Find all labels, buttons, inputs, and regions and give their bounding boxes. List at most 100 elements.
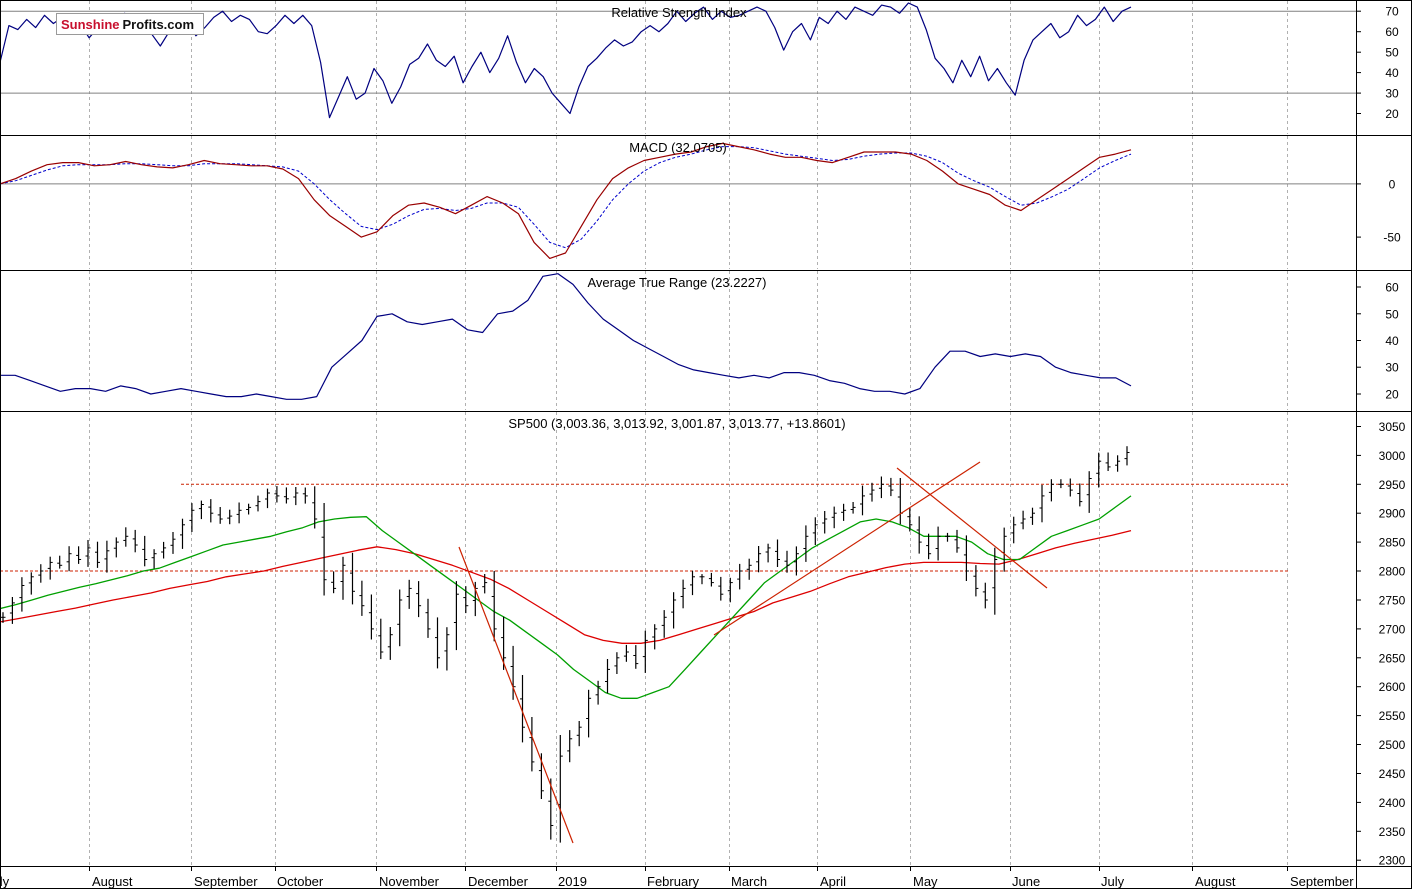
price-bar-5 [47,556,53,580]
price-bar-119 [1124,446,1130,466]
price-bar-46 [435,617,440,669]
x-tick-label-10: May [913,874,938,889]
price-bar-79 [746,558,752,580]
price-bar-44 [416,581,422,618]
price-bar-99 [935,526,941,561]
price-bar-62 [586,689,592,738]
price-bar-104 [982,582,988,609]
x-tick-label-14: September [1290,874,1354,889]
price-bar-90 [850,502,856,514]
y-tick-label-p1-1: -50 [1383,231,1401,245]
price-bars [0,446,1130,843]
price-bar-30 [283,487,289,504]
price-bar-47 [444,627,450,671]
x-tick-label-2: September [194,874,258,889]
price-bar-50 [472,581,478,617]
y-tick-label-p0-1: 30 [1385,87,1399,101]
logo-part-2: Profits.com [120,14,197,34]
trend-line-0 [458,546,574,844]
price-bar-118 [1115,455,1121,472]
x-tick-label-6: 2019 [558,874,587,889]
y-tick-label-p3-8: 2700 [1379,622,1406,636]
y-tick-label-p3-3: 2450 [1379,767,1406,781]
price-bar-100 [945,532,950,542]
text-layer: July August September October November Decemb… [0,5,1406,889]
price-bar-14 [132,529,138,553]
price-bar-101 [954,529,960,553]
price-bar-51 [482,574,488,594]
price-bar-70 [661,610,667,638]
price-bar-85 [803,525,809,562]
x-tick-label-11: June [1012,874,1040,889]
price-bar-107 [1011,516,1017,544]
price-bar-21 [198,500,204,520]
y-tick-label-p3-7: 2650 [1379,651,1406,665]
y-tick-label-p3-4: 2500 [1379,738,1406,752]
x-tick-label-13: August [1195,874,1236,889]
price-bar-97 [916,516,922,554]
rsi-title: Relative Strength Index [611,5,747,20]
price-bar-82 [775,539,780,567]
price-bar-7 [66,546,72,572]
price-bar-63 [595,680,601,705]
sunshine-profits-logo[interactable]: Sunshine Profits.com [56,13,204,35]
price-bar-115 [1086,471,1092,513]
series-layer [0,2,1132,844]
y-tick-label-p3-2: 2400 [1379,796,1406,810]
y-tick-label-p3-10: 2800 [1379,565,1406,579]
price-bar-25 [236,502,242,524]
trend-line-2 [896,467,1048,589]
price-bar-102 [963,535,969,581]
price-bar-98 [926,533,932,560]
price-bar-84 [793,546,799,576]
price-bar-73 [690,570,695,596]
price-bar-64 [605,659,610,694]
price-bar-116 [1096,452,1102,488]
y-tick-label-p3-1: 2350 [1379,825,1406,839]
grid-layer [0,1,1356,866]
y-tick-label-p0-0: 20 [1385,107,1399,121]
price-bar-68 [642,630,648,673]
y-tick-label-p0-4: 60 [1385,25,1399,39]
y-tick-label-p3-13: 2950 [1379,478,1406,492]
price-bar-9 [85,540,91,567]
price-bar-58 [548,778,554,840]
price-bar-105 [992,547,998,615]
price-bar-48 [453,581,459,651]
price-bar-24 [227,509,233,525]
price-bar-45 [425,598,431,638]
price-bar-112 [1058,479,1064,489]
x-tick-label-9: April [820,874,846,889]
x-tick-label-4: November [379,874,440,889]
y-tick-label-p3-14: 3000 [1379,449,1406,463]
price-bar-17 [161,541,167,559]
price-bar-69 [652,624,658,650]
price-bar-91 [860,485,865,516]
y-tick-label-p3-11: 2850 [1379,536,1406,550]
x-tick-label-3: October [277,874,324,889]
x-tick-label-7: February [647,874,700,889]
price-bar-74 [699,574,705,585]
price-bar-111 [1048,479,1054,502]
price-bar-32 [302,487,308,504]
y-tick-label-p0-2: 40 [1385,66,1399,80]
price-bar-16 [151,549,157,569]
price-bar-89 [841,503,847,521]
price-bar-11 [104,540,110,573]
atr-title: Average True Range (23.2227) [588,275,767,290]
y-tick-label-p2-2: 40 [1385,334,1399,348]
y-tick-label-p2-3: 50 [1385,307,1399,321]
price-bar-86 [812,517,818,545]
price-bar-52 [491,570,497,642]
price-bar-88 [831,506,837,529]
sp500-title: SP500 (3,003.36, 3,013.92, 3,001.87, 3,0… [508,416,845,431]
price-bar-109 [1030,507,1035,525]
trend-line-1 [713,461,981,636]
price-bar-93 [878,476,884,499]
x-tick-label-0: July [0,874,10,889]
price-bar-55 [520,675,525,743]
price-bar-60 [567,730,573,763]
y-tick-label-p2-1: 30 [1385,361,1399,375]
